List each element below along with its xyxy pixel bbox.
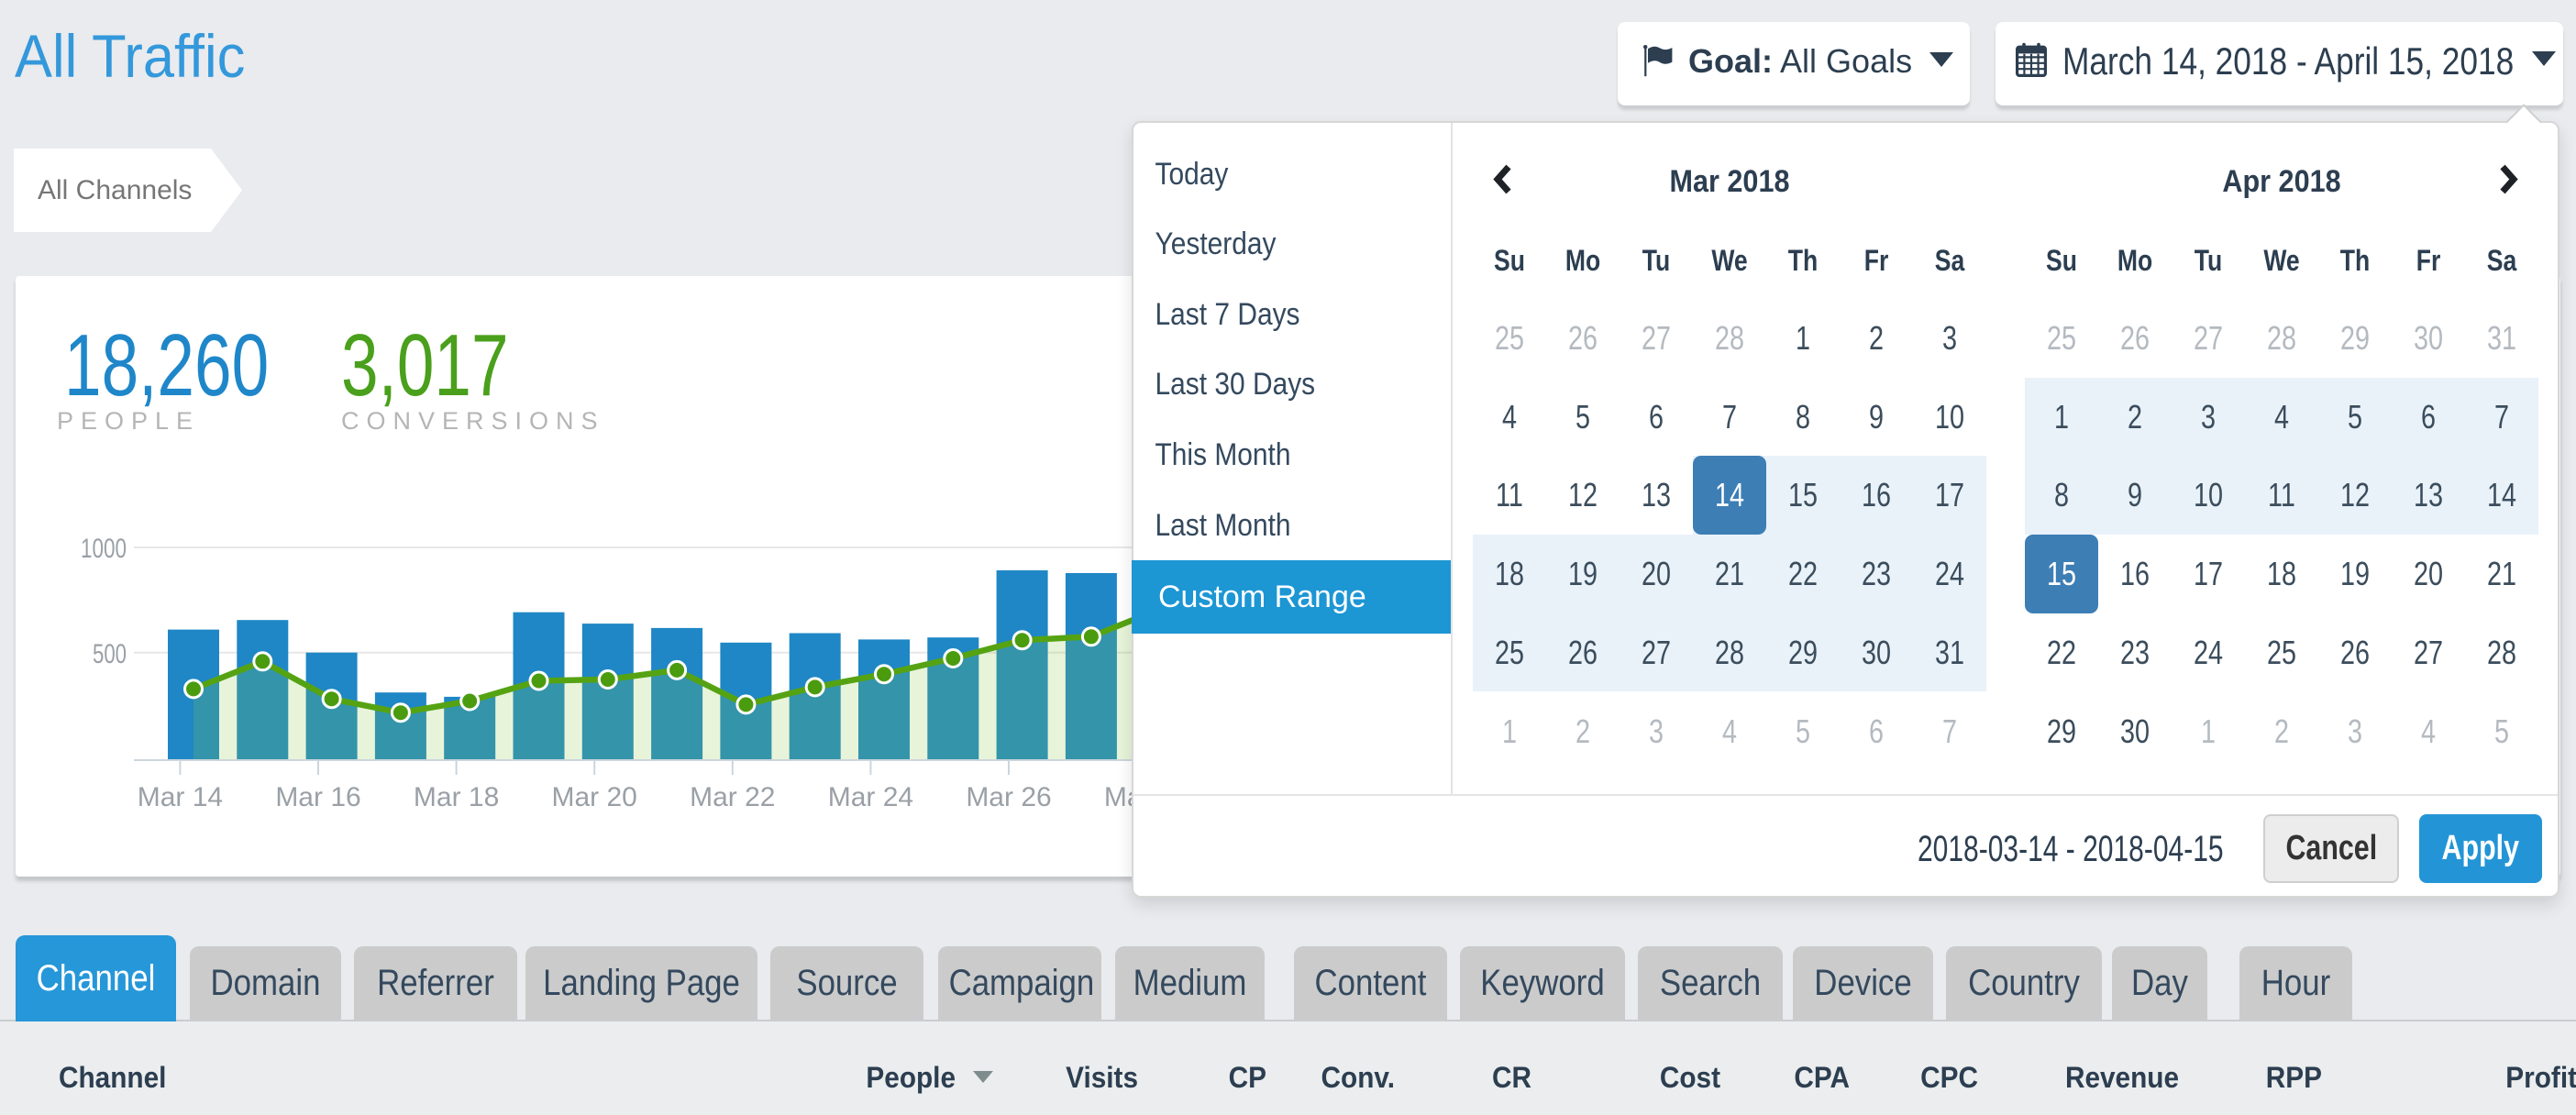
svg-text:Mar 16: Mar 16	[275, 782, 360, 812]
svg-text:Mar 26: Mar 26	[966, 782, 1051, 812]
svg-text:Mar 18: Mar 18	[414, 782, 499, 812]
svg-text:Mar 14: Mar 14	[138, 782, 223, 812]
svg-text:500: 500	[93, 639, 127, 669]
svg-text:Mar 24: Mar 24	[828, 782, 913, 812]
svg-text:1000: 1000	[81, 534, 127, 564]
svg-text:Mar 22: Mar 22	[690, 782, 775, 812]
svg-text:Mar 20: Mar 20	[552, 782, 637, 812]
